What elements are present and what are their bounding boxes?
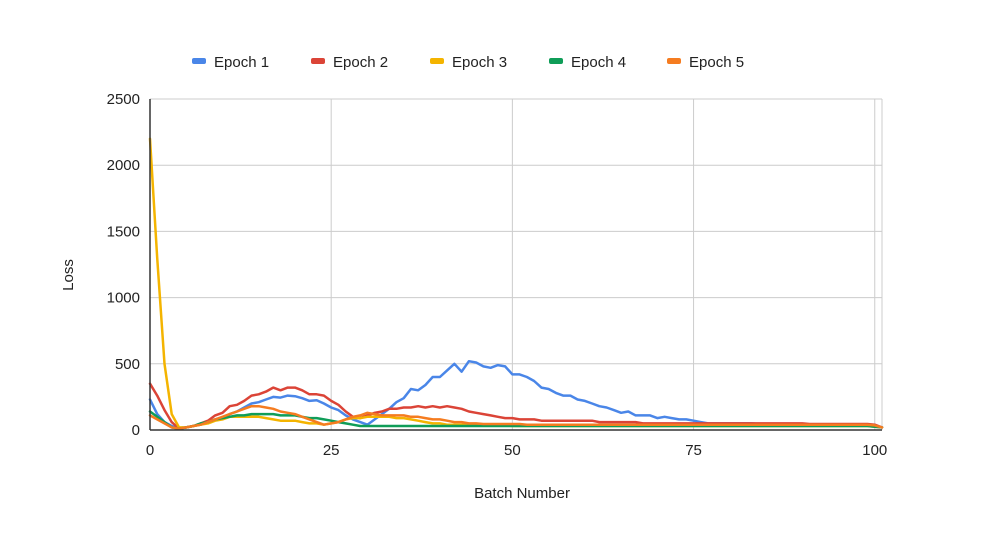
x-tick-label: 25 [323, 442, 340, 459]
axes: 0 500 1000 1500 2000 2500 0 25 50 75 100 [107, 91, 888, 459]
legend-label-epoch-2: Epoch 2 [333, 54, 388, 71]
gridlines [150, 98, 883, 430]
legend-swatch-epoch-2 [311, 58, 325, 64]
series-lines [148, 137, 884, 430]
series-line-epoch-2 [148, 382, 884, 430]
y-tick-label: 1500 [107, 223, 140, 240]
legend-swatch-epoch-5 [667, 58, 681, 64]
legend-label-epoch-3: Epoch 3 [452, 54, 507, 71]
x-tick-label: 0 [146, 442, 154, 459]
x-tick-label: 100 [862, 442, 887, 459]
legend-swatch-epoch-4 [549, 58, 563, 64]
y-tick-label: 500 [115, 356, 140, 373]
series-line-epoch-3 [148, 137, 884, 429]
x-axis-label: Batch Number [474, 485, 570, 502]
x-tick-label: 50 [504, 442, 521, 459]
legend-label-epoch-4: Epoch 4 [571, 54, 626, 71]
y-tick-label: 0 [132, 422, 140, 439]
series-line-epoch-4 [148, 410, 884, 430]
x-tick-label: 75 [685, 442, 702, 459]
y-tick-label: 2000 [107, 157, 140, 174]
legend-label-epoch-1: Epoch 1 [214, 54, 269, 71]
y-tick-label: 2500 [107, 91, 140, 108]
legend-swatch-epoch-3 [430, 58, 444, 64]
legend-label-epoch-5: Epoch 5 [689, 54, 744, 71]
series-line-epoch-5 [148, 404, 884, 430]
legend-swatch-epoch-1 [192, 58, 206, 64]
legend: Epoch 1 Epoch 2 Epoch 3 Epoch 4 Epoch 5 [192, 54, 744, 71]
y-tick-label: 1000 [107, 290, 140, 307]
y-axis-label: Loss [60, 259, 77, 291]
